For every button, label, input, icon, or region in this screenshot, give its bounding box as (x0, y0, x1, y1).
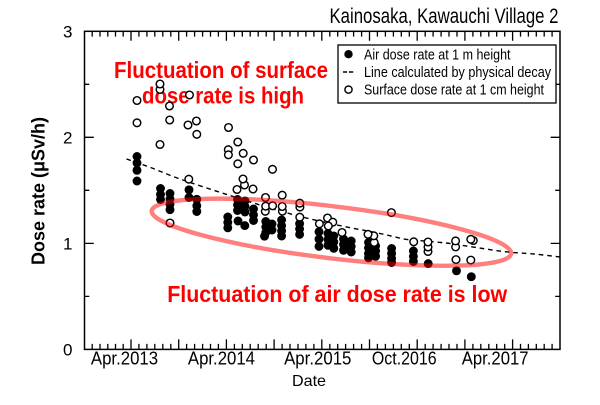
svg-text:Line calculated by physical de: Line calculated by physical decay (364, 64, 551, 81)
svg-text:Kainosaka, Kawauchi Village 2: Kainosaka, Kawauchi Village 2 (330, 4, 559, 28)
svg-text:Surface dose rate at 1 cm heig: Surface dose rate at 1 cm height (364, 82, 545, 99)
svg-text:Air dose rate at 1 m height: Air dose rate at 1 m height (364, 46, 511, 63)
svg-text:Fluctuation of air dose rate i: Fluctuation of air dose rate is low (167, 281, 508, 307)
svg-text:Oct.2016: Oct.2016 (372, 349, 437, 369)
svg-text:Apr.2014: Apr.2014 (188, 349, 255, 369)
svg-text:Dose rate (μSv/h): Dose rate (μSv/h) (29, 117, 49, 265)
svg-text:0: 0 (63, 340, 72, 359)
svg-text:2: 2 (63, 128, 72, 147)
svg-text:Apr.2013: Apr.2013 (91, 349, 158, 369)
svg-text:1: 1 (63, 234, 72, 253)
svg-text:Date: Date (292, 373, 326, 390)
svg-text:Fluctuation of surface: Fluctuation of surface (114, 57, 328, 83)
svg-text:3: 3 (63, 22, 72, 41)
svg-text:Apr.2015: Apr.2015 (284, 349, 351, 369)
svg-text:Apr.2017: Apr.2017 (462, 349, 529, 369)
